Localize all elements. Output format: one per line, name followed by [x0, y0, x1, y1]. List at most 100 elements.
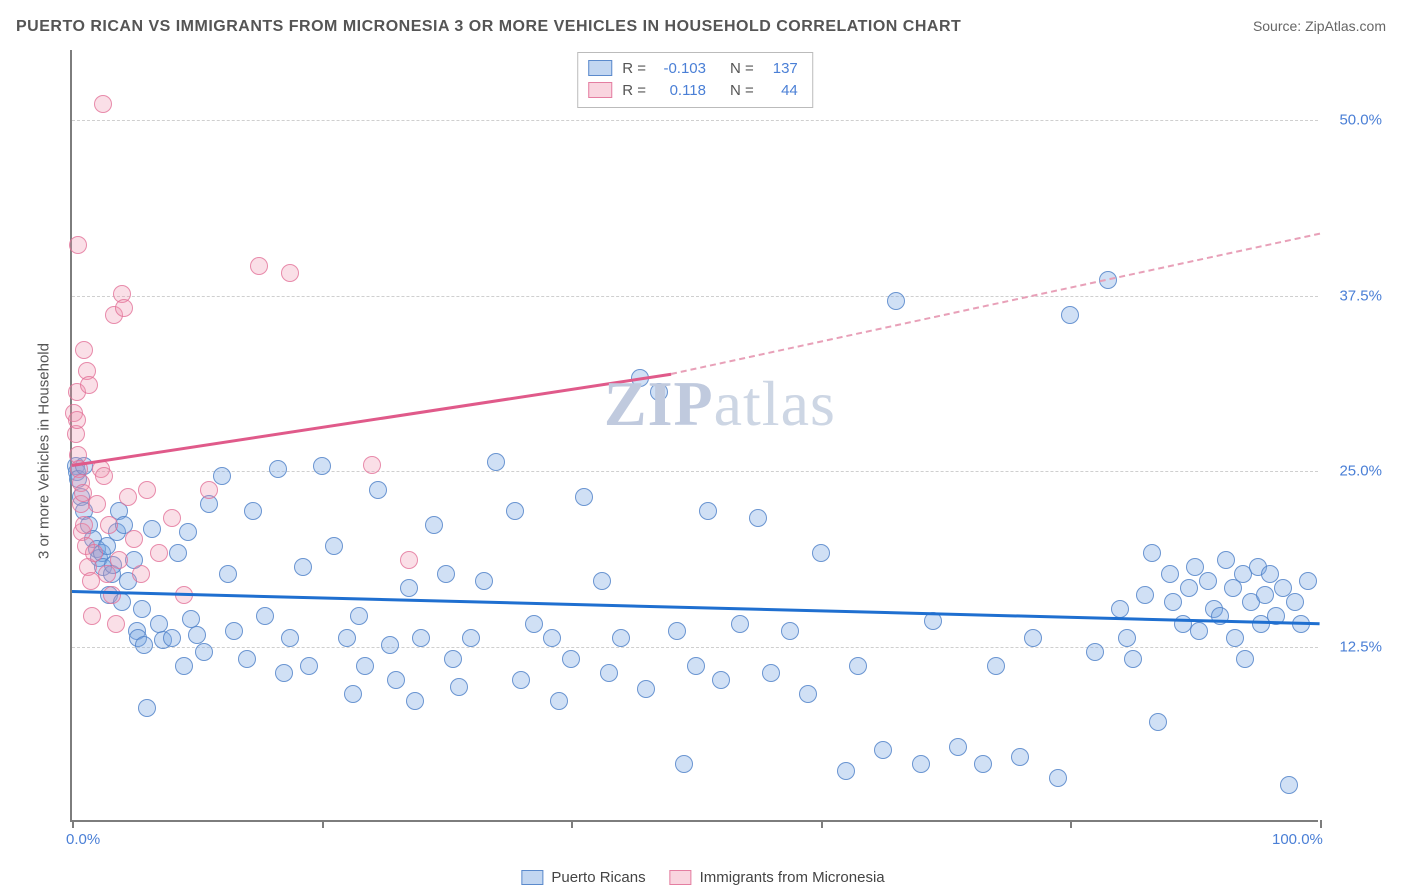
data-point [974, 755, 992, 773]
watermark-atlas: atlas [714, 368, 836, 439]
data-point [238, 650, 256, 668]
data-point [731, 615, 749, 633]
data-point [269, 460, 287, 478]
data-point [687, 657, 705, 675]
data-point [593, 572, 611, 590]
data-point [400, 579, 418, 597]
legend-n-value: 44 [764, 82, 798, 99]
gridline-h [72, 471, 1318, 472]
data-point [849, 657, 867, 675]
data-point [668, 622, 686, 640]
data-point [637, 680, 655, 698]
data-point [133, 600, 151, 618]
data-point [75, 516, 93, 534]
data-point [381, 636, 399, 654]
data-point [412, 629, 430, 647]
data-point [712, 671, 730, 689]
x-tick [1070, 820, 1072, 828]
gridline-h [72, 296, 1318, 297]
correlation-legend: R =-0.103N =137R =0.118N =44 [577, 52, 813, 108]
data-point [250, 257, 268, 275]
data-point [107, 615, 125, 633]
chart-container: 3 or more Vehicles in Household ZIPatlas… [50, 50, 1388, 852]
data-point [1236, 650, 1254, 668]
data-point [100, 516, 118, 534]
data-point [75, 341, 93, 359]
x-tick-label: 0.0% [66, 831, 100, 848]
x-tick-label: 100.0% [1272, 831, 1323, 848]
gridline-h [72, 120, 1318, 121]
data-point [219, 565, 237, 583]
legend-label: Puerto Ricans [551, 869, 645, 886]
data-point [543, 629, 561, 647]
data-point [313, 457, 331, 475]
data-point [1011, 748, 1029, 766]
data-point [143, 520, 161, 538]
data-point [369, 481, 387, 499]
data-point [69, 236, 87, 254]
data-point [163, 509, 181, 527]
trend-line [72, 373, 671, 467]
data-point [1280, 776, 1298, 794]
chart-title: PUERTO RICAN VS IMMIGRANTS FROM MICRONES… [16, 18, 961, 36]
data-point [406, 692, 424, 710]
data-point [749, 509, 767, 527]
data-point [88, 495, 106, 513]
data-point [550, 692, 568, 710]
data-point [387, 671, 405, 689]
data-point [1226, 629, 1244, 647]
data-point [85, 544, 103, 562]
y-tick-label: 25.0% [1339, 463, 1382, 480]
data-point [1149, 713, 1167, 731]
data-point [1190, 622, 1208, 640]
data-point [356, 657, 374, 675]
legend-label: Immigrants from Micronesia [700, 869, 885, 886]
data-point [68, 411, 86, 429]
data-point [175, 657, 193, 675]
data-point [400, 551, 418, 569]
data-point [125, 530, 143, 548]
data-point [1086, 643, 1104, 661]
source-link[interactable]: ZipAtlas.com [1305, 18, 1386, 34]
data-point [874, 741, 892, 759]
data-point [1199, 572, 1217, 590]
data-point [506, 502, 524, 520]
data-point [256, 607, 274, 625]
data-point [444, 650, 462, 668]
data-point [487, 453, 505, 471]
data-point [837, 762, 855, 780]
legend-n-label: N = [730, 60, 754, 77]
data-point [1161, 565, 1179, 583]
x-tick [571, 820, 573, 828]
legend-r-value: 0.118 [656, 82, 706, 99]
data-point [1143, 544, 1161, 562]
data-point [1256, 586, 1274, 604]
legend-row: R =0.118N =44 [588, 79, 798, 101]
data-point [525, 615, 543, 633]
y-axis-label: 3 or more Vehicles in Household [36, 343, 53, 559]
data-point [1217, 551, 1235, 569]
source-prefix: Source: [1253, 18, 1305, 34]
data-point [132, 565, 150, 583]
data-point [94, 95, 112, 113]
data-point [294, 558, 312, 576]
legend-swatch [588, 60, 612, 76]
legend-n-value: 137 [764, 60, 798, 77]
data-point [1136, 586, 1154, 604]
data-point [1286, 593, 1304, 611]
legend-r-value: -0.103 [656, 60, 706, 77]
data-point [95, 467, 113, 485]
data-point [179, 523, 197, 541]
watermark: ZIPatlas [604, 367, 836, 441]
data-point [138, 481, 156, 499]
y-tick-label: 12.5% [1339, 638, 1382, 655]
data-point [213, 467, 231, 485]
data-point [781, 622, 799, 640]
data-point [949, 738, 967, 756]
gridline-h [72, 647, 1318, 648]
data-point [1180, 579, 1198, 597]
data-point [1061, 306, 1079, 324]
data-point [275, 664, 293, 682]
legend-n-label: N = [730, 82, 754, 99]
data-point [1164, 593, 1182, 611]
